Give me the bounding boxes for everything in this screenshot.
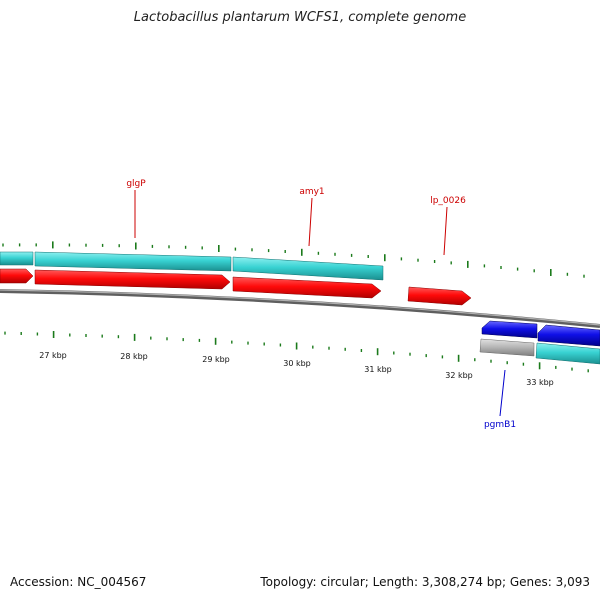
- reverse-gene-track: [479, 338, 600, 365]
- forward-gene-bar: [0, 251, 34, 266]
- kbp-label: 31 kbp: [364, 365, 392, 374]
- kbp-axis-labels: 27 kbp 28 kbp 29 kbp 30 kbp 31 kbp 32 kbp 33 k…: [39, 351, 554, 387]
- kbp-label: 28 kbp: [120, 352, 148, 361]
- gene-label-lp-0026: lp_0026: [430, 196, 466, 206]
- accession-text: Accession: NC_004567: [10, 575, 147, 589]
- tick-ruler-inner: [4, 331, 589, 373]
- forward-cds-arrow: [232, 276, 382, 299]
- gene-leader-line: [499, 369, 506, 417]
- forward-cds-arrow: [0, 268, 34, 284]
- kbp-label: 30 kbp: [283, 359, 311, 368]
- reverse-gene-bar: [535, 342, 600, 365]
- kbp-label: 32 kbp: [445, 371, 473, 380]
- forward-cds-track: [0, 268, 472, 306]
- genome-summary-text: Topology: circular; Length: 3,308,274 bp…: [260, 575, 590, 589]
- gene-leader-line: [308, 197, 313, 247]
- forward-gene-bar: [232, 256, 384, 281]
- forward-cds-arrow: [407, 286, 472, 306]
- backbone: [0, 289, 600, 328]
- forward-gene-bar: [34, 251, 232, 272]
- map-title: Lactobacillus plantarum WCFS1, complete …: [133, 10, 467, 25]
- forward-gene-track: [0, 251, 384, 281]
- gene-label-glgp: glgP: [126, 179, 146, 189]
- pseudo-gene-bar: [479, 338, 535, 357]
- reverse-cds-arrow: [537, 324, 600, 347]
- kbp-label: 29 kbp: [202, 355, 230, 364]
- kbp-label: 27 kbp: [39, 351, 67, 360]
- reverse-cds-track: [481, 320, 600, 347]
- forward-cds-arrow: [34, 269, 231, 290]
- gene-leader-line: [443, 206, 448, 256]
- tick-ruler-outer: [2, 241, 585, 278]
- gene-labels: glgP amy1 lp_0026 pgmB1: [126, 179, 516, 430]
- gene-label-pgmb1: pgmB1: [484, 420, 516, 430]
- gene-label-amy1: amy1: [299, 187, 324, 197]
- kbp-label: 33 kbp: [526, 378, 554, 387]
- reverse-cds-arrow: [481, 320, 538, 339]
